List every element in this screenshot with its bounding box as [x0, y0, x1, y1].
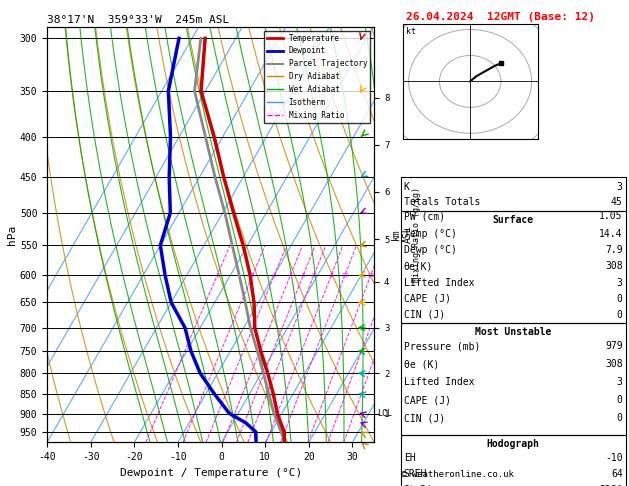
Text: Lifted Index: Lifted Index	[404, 278, 474, 288]
Text: 0: 0	[617, 310, 623, 320]
Text: 7.9: 7.9	[605, 245, 623, 256]
Text: 3: 3	[617, 182, 623, 192]
Text: 4: 4	[289, 273, 292, 278]
Text: Hodograph: Hodograph	[487, 439, 540, 449]
Text: CIN (J): CIN (J)	[404, 413, 445, 423]
Text: 15: 15	[367, 273, 374, 278]
Text: 14.4: 14.4	[599, 229, 623, 240]
Text: 308: 308	[605, 261, 623, 272]
Text: 10: 10	[341, 273, 348, 278]
Text: 3: 3	[272, 273, 276, 278]
Text: 26.04.2024  12GMT (Base: 12): 26.04.2024 12GMT (Base: 12)	[406, 12, 594, 22]
Text: 0: 0	[617, 294, 623, 304]
Text: 5: 5	[301, 273, 305, 278]
Text: 6: 6	[312, 273, 316, 278]
Text: 326°: 326°	[599, 485, 623, 486]
Text: kt: kt	[406, 27, 416, 36]
Text: Surface: Surface	[493, 215, 534, 226]
Text: CIN (J): CIN (J)	[404, 310, 445, 320]
Text: Most Unstable: Most Unstable	[475, 327, 552, 337]
Y-axis label: hPa: hPa	[7, 225, 17, 244]
Text: © weatheronline.co.uk: © weatheronline.co.uk	[401, 469, 513, 479]
Text: 38°17'N  359°33'W  245m ASL: 38°17'N 359°33'W 245m ASL	[47, 15, 230, 25]
X-axis label: Dewpoint / Temperature (°C): Dewpoint / Temperature (°C)	[120, 468, 302, 478]
Text: 0: 0	[617, 413, 623, 423]
Text: Pressure (mb): Pressure (mb)	[404, 341, 480, 351]
Text: 979: 979	[605, 341, 623, 351]
Text: StmDir: StmDir	[404, 485, 439, 486]
Text: Temp (°C): Temp (°C)	[404, 229, 457, 240]
Text: 3: 3	[617, 278, 623, 288]
Text: 3: 3	[617, 377, 623, 387]
Text: Mixing Ratio (g/kg): Mixing Ratio (g/kg)	[412, 187, 421, 282]
Text: 64: 64	[611, 469, 623, 479]
Legend: Temperature, Dewpoint, Parcel Trajectory, Dry Adiabat, Wet Adiabat, Isotherm, Mi: Temperature, Dewpoint, Parcel Trajectory…	[264, 31, 370, 122]
Text: EH: EH	[404, 453, 416, 463]
Text: -10: -10	[605, 453, 623, 463]
Text: K: K	[404, 182, 409, 192]
Text: Totals Totals: Totals Totals	[404, 197, 480, 207]
Text: Dewp (°C): Dewp (°C)	[404, 245, 457, 256]
Text: 45: 45	[611, 197, 623, 207]
Text: CAPE (J): CAPE (J)	[404, 395, 451, 405]
Text: SREH: SREH	[404, 469, 427, 479]
Text: 0: 0	[617, 395, 623, 405]
Text: PW (cm): PW (cm)	[404, 211, 445, 222]
Text: 308: 308	[605, 359, 623, 369]
Text: 1.05: 1.05	[599, 211, 623, 222]
Text: CAPE (J): CAPE (J)	[404, 294, 451, 304]
Text: LCL: LCL	[377, 409, 392, 418]
Text: 8: 8	[329, 273, 333, 278]
Text: θe (K): θe (K)	[404, 359, 439, 369]
Text: 1: 1	[215, 273, 219, 278]
Text: Lifted Index: Lifted Index	[404, 377, 474, 387]
Y-axis label: km
ASL: km ASL	[391, 226, 413, 243]
Text: 2: 2	[250, 273, 254, 278]
Text: θe(K): θe(K)	[404, 261, 433, 272]
